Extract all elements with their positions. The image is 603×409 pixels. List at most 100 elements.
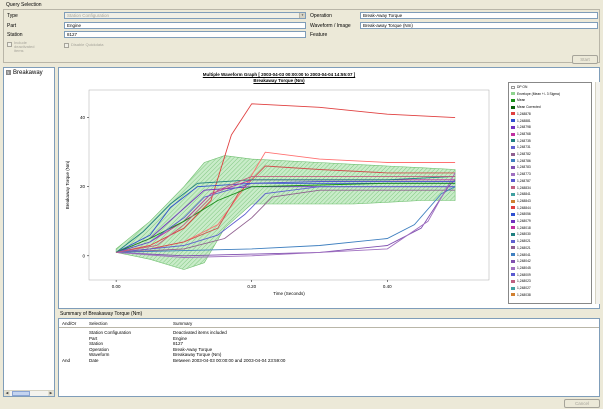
x-tick-label-1: 0.20: [247, 284, 256, 289]
legend-item: 1,248878: [511, 112, 531, 116]
operation-field[interactable]: Break-Away Torque: [360, 12, 598, 19]
summary-cell: Between 2003-04-03 00:00:00 and 2003-04-…: [173, 357, 286, 363]
start-button[interactable]: Start: [572, 55, 598, 64]
legend-swatch: [511, 219, 515, 223]
legend-item: 1,248783: [511, 165, 531, 169]
legend-item: 1,248018: [511, 226, 531, 230]
legend-swatch: [511, 99, 515, 103]
legend-swatch: [511, 139, 515, 143]
legend-item: 1,248834: [511, 186, 531, 190]
legend-swatch: [511, 186, 515, 190]
disable-quickdata-checkbox[interactable]: [64, 43, 69, 48]
series-line-14: [116, 175, 456, 253]
type-select[interactable]: Station Configuration ▼: [64, 12, 306, 19]
legend-item: 1,248787: [511, 179, 531, 183]
legend-item: 1,248021: [511, 246, 531, 250]
scroll-right-icon[interactable]: ▶: [48, 391, 54, 396]
query-selection-title: Query Selection: [6, 2, 42, 8]
summary-cell: Part: [89, 335, 98, 341]
chart-subtitle: Breakaway Torque (Nm): [253, 78, 305, 83]
legend-item: DP ON: [511, 85, 527, 89]
legend-label: 1,248783: [517, 165, 531, 170]
legend-label: 1,248042: [517, 259, 531, 264]
legend-swatch: [511, 132, 515, 136]
tree-pane: ⊟ Breakaway ◀ ▶: [3, 67, 55, 397]
series-line-13: [115, 181, 456, 253]
legend-swatch: [511, 279, 515, 283]
tree-item-breakaway[interactable]: ⊟ Breakaway: [6, 70, 43, 77]
include-deactivated-label: Include deactivated items: [14, 40, 35, 53]
disable-quickdata-label: Disable Quickdata: [71, 42, 104, 47]
legend-swatch: [511, 85, 515, 89]
legend-label: 1,248023: [517, 279, 531, 284]
y-tick-label-0: 0: [82, 253, 85, 258]
summary-cell: Station: [89, 341, 104, 346]
legend-item: 1,248038: [511, 293, 531, 297]
legend-swatch: [511, 286, 515, 290]
y-tick-label-2: 40: [80, 115, 86, 120]
series-line-9: [116, 186, 456, 253]
legend-item: 1,248798: [511, 125, 531, 129]
legend-item: Mean: [511, 98, 525, 102]
legend-label: 1,248768: [517, 131, 531, 136]
summary-header-summary: Summary: [173, 321, 193, 326]
legend-swatch: [511, 112, 515, 116]
legend-label: 1,248798: [517, 125, 531, 130]
chevron-down-icon[interactable]: ▼: [299, 13, 305, 18]
waveform-field[interactable]: Break-away Torque (Nm): [360, 22, 598, 29]
legend-label: 1,248731: [517, 145, 531, 150]
legend-label: 1,248018: [517, 225, 531, 230]
scroll-thumb[interactable]: [12, 391, 30, 396]
y-axis-label: Breakaway Torque (Nm): [65, 160, 70, 209]
x-tick-label-0: 0.00: [112, 284, 121, 289]
legend-item: 1,248041: [511, 253, 531, 257]
summary-cell: Break-Away Torque: [173, 346, 213, 352]
feature-field: [360, 31, 598, 38]
legend-item: 1,248844: [511, 206, 531, 210]
legend-item: Mean Corrected: [511, 105, 541, 109]
waveform-chart: 0 20 40 0.00 0.20 0.40 Time (Seconds) Breakaway…: [65, 89, 490, 296]
station-field[interactable]: 8127: [64, 31, 306, 38]
part-field[interactable]: Engine: [64, 22, 306, 29]
legend-item: 1,248009: [511, 273, 531, 277]
legend-item: 1,248731: [511, 145, 531, 149]
chart-pane: Multiple Waveform Graph [ 2003-04-03 00:…: [58, 67, 600, 309]
legend-label: 1,248844: [517, 205, 531, 210]
x-axis-label: Time (Seconds): [273, 291, 305, 296]
legend-label: DP ON: [517, 85, 528, 89]
legend-label: 1,248735: [517, 138, 531, 143]
legend-swatch: [511, 159, 515, 163]
legend-label: Mean: [517, 98, 526, 103]
legend-item: 1,248042: [511, 259, 531, 263]
legend-label: 1,248027: [517, 286, 531, 290]
legend-scrollbar[interactable]: [595, 82, 600, 304]
legend-item: 1,248023: [511, 279, 531, 283]
legend-label: 1,248782: [517, 152, 531, 156]
type-label: Type: [7, 13, 18, 19]
cancel-button[interactable]: Cancel: [564, 399, 600, 408]
legend-label: 1,248773: [517, 172, 531, 177]
summary-cell: And: [62, 357, 71, 363]
summary-pane: And/Or Selection Summary Station Configu…: [58, 318, 600, 397]
legend-swatch: [511, 92, 515, 96]
legend-label: 1,248834: [517, 185, 531, 190]
legend-swatch: [511, 233, 515, 237]
legend-item: 1,248768: [511, 132, 531, 136]
legend-swatch: [511, 145, 515, 149]
legend-item: 1,248786: [511, 159, 531, 163]
include-deactivated-checkbox[interactable]: [7, 42, 12, 47]
series-line-6: [115, 175, 456, 253]
legend-swatch: [511, 253, 515, 257]
query-selection-group: [3, 9, 600, 63]
operation-label: Operation: [310, 13, 332, 19]
collapse-icon[interactable]: ⊟: [6, 70, 11, 75]
legend-label: 1,248038: [517, 292, 531, 297]
summary-cell: Deactivated items included: [173, 330, 227, 335]
legend-label: Envelope (Mean +/- 3 Sigma): [517, 91, 560, 96]
scroll-left-icon[interactable]: ◀: [4, 391, 10, 396]
legend-item: 1,248841: [511, 192, 531, 196]
horizontal-scrollbar[interactable]: ◀ ▶: [4, 390, 54, 396]
legend-label: 1,248056: [517, 212, 531, 217]
legend-swatch: [511, 266, 515, 270]
legend-label: 1,248878: [517, 111, 531, 116]
